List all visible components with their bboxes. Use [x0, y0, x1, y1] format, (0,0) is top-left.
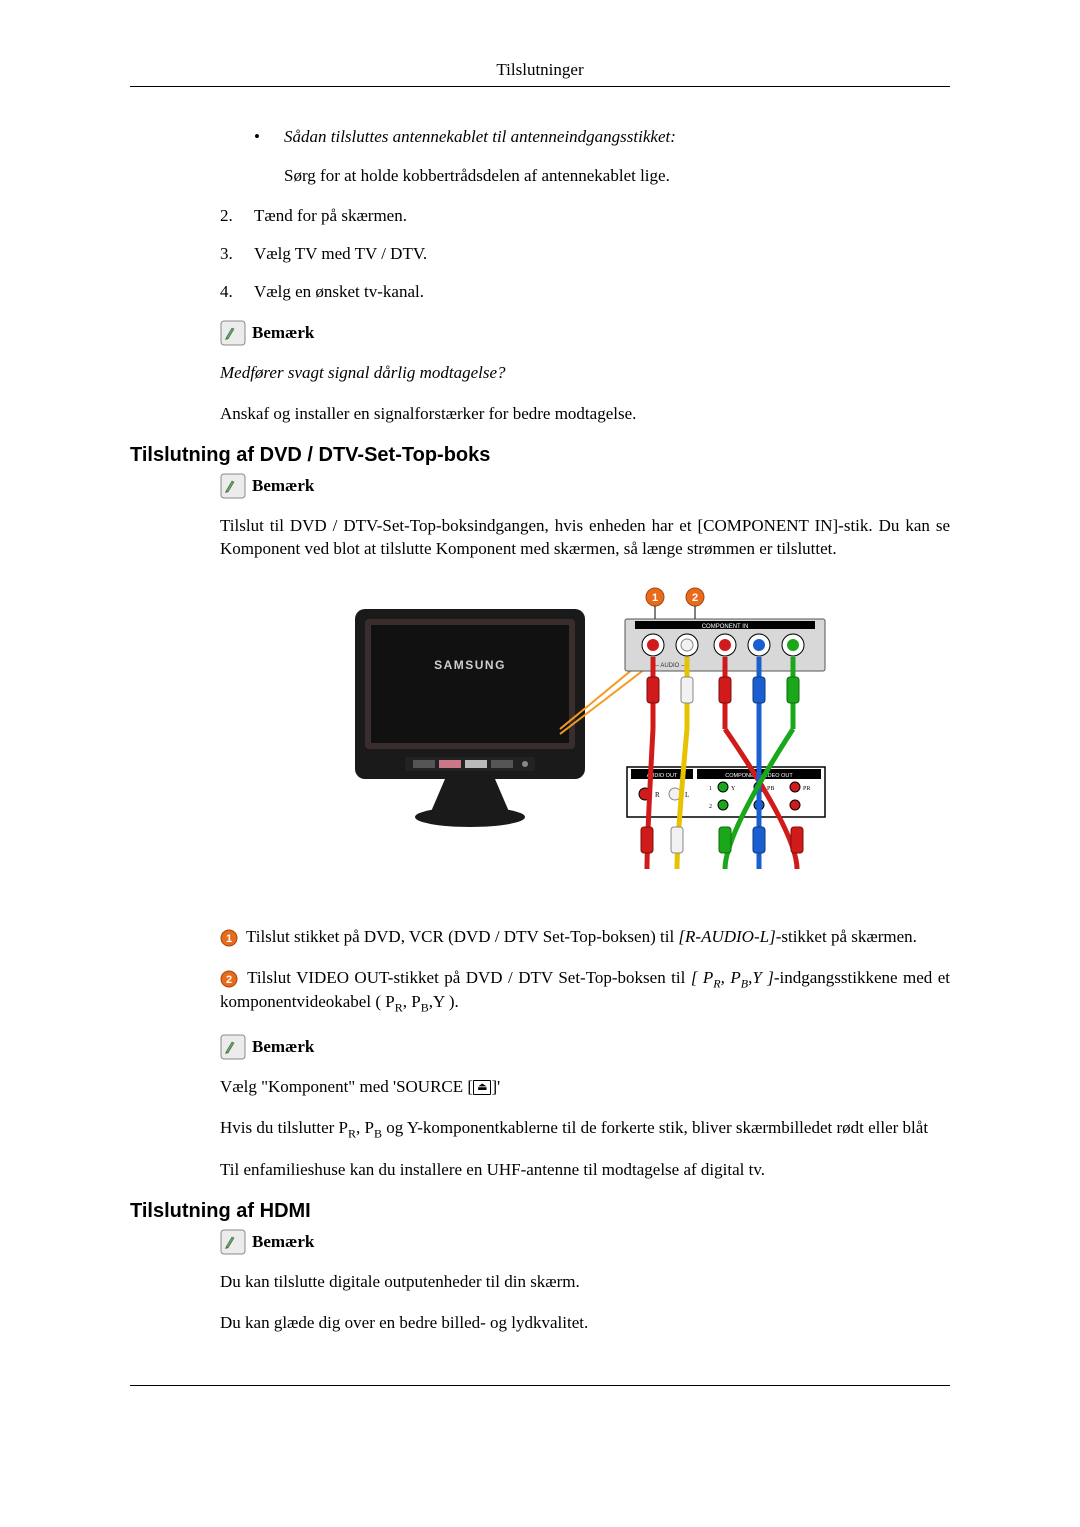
footer-rule	[130, 1385, 950, 1386]
dvd-step-2: 2 Tilslut VIDEO OUT-stikket på DVD / DTV…	[220, 967, 950, 1016]
step1-a: Tilslut stikket på DVD, VCR (DVD / DTV S…	[242, 927, 678, 946]
note-icon	[220, 320, 246, 346]
svg-text:1: 1	[652, 592, 658, 604]
intro-block: • Sådan tilsluttes antennekablet til ant…	[220, 127, 950, 426]
svg-text:1: 1	[709, 786, 712, 792]
note2-p2-c: og Y-komponentkablerne til de forkerte s…	[382, 1118, 928, 1137]
note2-p1: Vælg "Komponent" med 'SOURCE [⏏]'	[220, 1076, 950, 1099]
section-dvd: Tilslutning af DVD / DTV-Set-Top-boks	[130, 444, 950, 467]
page-header: Tilslutninger	[130, 60, 950, 87]
note-row: Bemærk	[220, 1034, 950, 1060]
monitor-icon: SAMSUNG	[355, 609, 585, 827]
step-item: 4. Vælg en ønsket tv-kanal.	[220, 282, 950, 302]
step1-b: -stikket på skærmen.	[776, 927, 917, 946]
step-text: Vælg TV med TV / DTV.	[254, 244, 950, 264]
sub-r: R	[713, 976, 720, 990]
svg-text:2: 2	[692, 592, 698, 604]
sub-r3: R	[348, 1126, 356, 1140]
sub-b2: B	[421, 1001, 429, 1015]
bullet-follow: Sørg for at holde kobbertrådsdelen af an…	[284, 165, 950, 188]
step2-em3: ,Y ]	[748, 968, 774, 987]
page-title: Tilslutninger	[496, 60, 583, 79]
note-row: Bemærk	[220, 473, 950, 499]
note-label: Bemærk	[252, 323, 314, 343]
bullet-text: Sådan tilsluttes antennekablet til anten…	[284, 127, 950, 147]
step2-em2: , P	[721, 968, 741, 987]
sub-r2: R	[395, 1001, 403, 1015]
step-number: 2.	[220, 206, 254, 226]
note-icon	[220, 1034, 246, 1060]
svg-text:1: 1	[226, 933, 232, 945]
step2-d: ,Y ).	[429, 992, 459, 1011]
svg-text:COMPONENT IN: COMPONENT IN	[702, 624, 749, 630]
note-label: Bemærk	[252, 476, 314, 496]
note-icon	[220, 1229, 246, 1255]
step-text: Vælg en ønsket tv-kanal.	[254, 282, 950, 302]
source-icon: ⏏	[473, 1080, 491, 1095]
svg-text:— AUDIO —: — AUDIO —	[653, 663, 687, 669]
step-badge-1: 1	[220, 929, 238, 947]
section-heading: Tilslutning af DVD / DTV-Set-Top-boks	[130, 444, 950, 467]
note-label: Bemærk	[252, 1037, 314, 1057]
step-number: 4.	[220, 282, 254, 302]
step2-c: , P	[403, 992, 421, 1011]
note2-p2-a: Hvis du tilslutter P	[220, 1118, 348, 1137]
step-badge-2: 2	[220, 970, 238, 988]
step-number: 3.	[220, 244, 254, 264]
section-heading: Tilslutning af HDMI	[130, 1200, 950, 1223]
note-answer: Anskaf og installer en signalforstærker …	[220, 403, 950, 426]
sub-b: B	[741, 976, 748, 990]
note-label: Bemærk	[252, 1232, 314, 1252]
svg-text:R: R	[655, 791, 660, 799]
dvd-step-1: 1 Tilslut stikket på DVD, VCR (DVD / DTV…	[220, 926, 950, 949]
section-hdmi-body: Bemærk Du kan tilslutte digitale outpute…	[220, 1229, 950, 1335]
hdmi-p2: Du kan glæde dig over en bedre billed- o…	[220, 1312, 950, 1335]
note2-p1-a: Vælg "Komponent" med 'SOURCE [	[220, 1077, 473, 1096]
callout-2: 2	[686, 588, 704, 621]
note2-p2-b: , P	[356, 1118, 374, 1137]
connection-diagram: SAMSUNG 1	[220, 579, 950, 904]
step-text: Tænd for på skærmen.	[254, 206, 950, 226]
note2-p3: Til enfamilieshuse kan du installere en …	[220, 1159, 950, 1182]
callout-1: 1	[646, 588, 664, 621]
note-row: Bemærk	[220, 320, 950, 346]
svg-text:2: 2	[709, 804, 712, 810]
svg-text:PR: PR	[803, 786, 810, 792]
section-dvd-body: Bemærk Tilslut til DVD / DTV-Set-Top-bok…	[220, 473, 950, 1182]
svg-text:Y: Y	[731, 786, 736, 792]
note-row: Bemærk	[220, 1229, 950, 1255]
rca-plugs-top	[647, 677, 799, 703]
svg-text:2: 2	[226, 974, 232, 986]
dvd-intro: Tilslut til DVD / DTV-Set-Top-boksindgan…	[220, 515, 950, 561]
bullet-marker: •	[254, 127, 284, 147]
monitor-brand: SAMSUNG	[434, 658, 506, 672]
note2-p1-b: ]'	[491, 1077, 500, 1096]
step-item: 3. Vælg TV med TV / DTV.	[220, 244, 950, 264]
note2-p2: Hvis du tilslutter PR, PB og Y-komponent…	[220, 1117, 950, 1142]
step1-em: [R-AUDIO-L]	[678, 927, 775, 946]
section-hdmi: Tilslutning af HDMI	[130, 1200, 950, 1223]
bullet-item: • Sådan tilsluttes antennekablet til ant…	[254, 127, 950, 147]
source-box: AUDIO OUT COMPONENT VIDEO OUT R L Y PB P…	[627, 767, 825, 817]
svg-text:L: L	[685, 791, 689, 799]
step2-a: Tilslut VIDEO OUT-stikket på DVD / DTV S…	[242, 968, 691, 987]
note-icon	[220, 473, 246, 499]
hdmi-p1: Du kan tilslutte digitale outputenheder …	[220, 1271, 950, 1294]
svg-text:PB: PB	[767, 786, 774, 792]
step2-em: [ P	[691, 968, 713, 987]
note-question: Medfører svagt signal dårlig modtagelse?	[220, 362, 950, 385]
step-item: 2. Tænd for på skærmen.	[220, 206, 950, 226]
sub-b3: B	[374, 1126, 382, 1140]
rca-plugs-bottom	[641, 827, 803, 853]
